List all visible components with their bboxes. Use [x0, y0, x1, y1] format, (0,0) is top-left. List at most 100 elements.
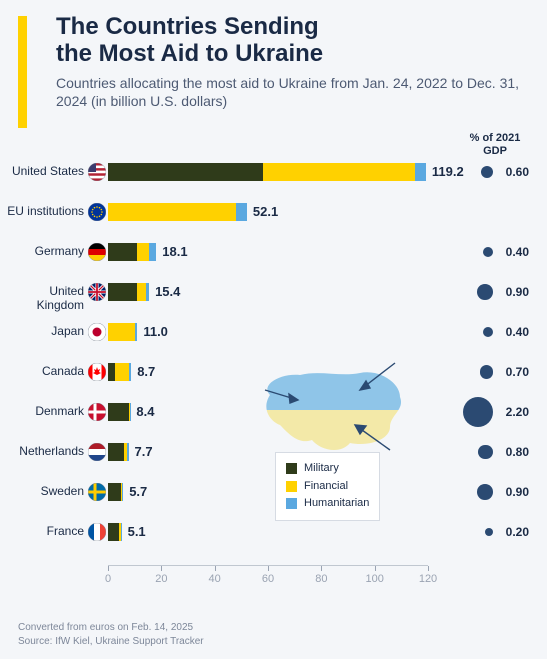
stacked-bar [108, 323, 137, 341]
gdp-value: 2.20 [499, 405, 529, 419]
bar-segment-humanitarian [130, 403, 131, 421]
chart-row: United Kingdom 15.4 [0, 275, 440, 315]
gdp-value: 0.90 [499, 285, 529, 299]
bar-segment-financial [108, 203, 236, 221]
x-tick-mark [215, 566, 216, 571]
legend-swatch [286, 498, 297, 509]
x-tick-label: 40 [209, 573, 221, 585]
stacked-bar [108, 363, 131, 381]
x-tick-mark [428, 566, 429, 571]
bar-total-value: 11.0 [143, 324, 168, 339]
bar-segment-military [108, 243, 137, 261]
gdp-dot [478, 445, 493, 460]
bar-segment-military [108, 283, 137, 301]
gdp-dot [481, 166, 493, 178]
bar-total-value: 8.7 [137, 364, 155, 379]
bar-segment-humanitarian [149, 243, 156, 261]
gdp-dot [463, 397, 493, 427]
legend-label: Financial [304, 478, 348, 496]
gdp-value: 0.40 [499, 325, 529, 339]
title-line-1: The Countries Sending [56, 13, 319, 40]
country-label: United States [0, 165, 84, 179]
gdp-value: 0.70 [499, 365, 529, 379]
x-tick-mark [321, 566, 322, 571]
stacked-bar [108, 283, 149, 301]
stacked-bar [108, 523, 122, 541]
country-label: United Kingdom [0, 285, 84, 313]
gdp-row: 0.90 [461, 275, 529, 309]
bar-total-value: 5.7 [129, 484, 147, 499]
flag-icon [88, 163, 106, 181]
chart-row: Germany 18.1 [0, 235, 440, 275]
legend-label: Military [304, 460, 339, 478]
flag-icon [88, 283, 106, 301]
gdp-row: 0.20 [461, 515, 529, 549]
flag-icon [88, 483, 106, 501]
bar-segment-financial [137, 283, 146, 301]
gdp-value: 0.80 [499, 445, 529, 459]
gdp-row: 0.40 [461, 235, 529, 269]
stacked-bar [108, 163, 426, 181]
chart-subtitle: Countries allocating the most aid to Ukr… [56, 74, 529, 110]
title-line-2: the Most Aid to Ukraine [56, 40, 323, 67]
x-tick-label: 100 [365, 573, 383, 585]
gdp-row: 0.70 [461, 355, 529, 389]
gdp-dot [485, 528, 493, 536]
x-tick-mark [161, 566, 162, 571]
bar-segment-humanitarian [122, 483, 123, 501]
chart-footer: Converted from euros on Feb. 14, 2025 So… [18, 621, 204, 649]
gdp-dot [483, 247, 493, 257]
bar-segment-military [108, 163, 263, 181]
gdp-row: 0.40 [461, 315, 529, 349]
footer-source: Source: IfW Kiel, Ukraine Support Tracke… [18, 635, 204, 649]
bar-total-value: 15.4 [155, 284, 180, 299]
gdp-dot [483, 327, 493, 337]
country-label: Denmark [0, 405, 84, 419]
gdp-row: 2.20 [461, 395, 529, 429]
gdp-dot [477, 484, 493, 500]
bar-segment-humanitarian [415, 163, 426, 181]
gdp-value: 0.40 [499, 245, 529, 259]
bar-total-value: 52.1 [253, 204, 278, 219]
stacked-bar [108, 403, 130, 421]
country-label: Germany [0, 245, 84, 259]
gdp-dot [477, 284, 493, 300]
chart-row: United States119.2 [0, 155, 440, 195]
bar-segment-financial [115, 363, 130, 381]
flag-icon [88, 443, 106, 461]
flag-icon [88, 523, 106, 541]
bar-segment-military [108, 443, 124, 461]
chart-row: Japan 11.0 [0, 315, 440, 355]
country-label: Japan [0, 325, 84, 339]
country-label: Canada [0, 365, 84, 379]
gdp-row: 0.60 [461, 155, 529, 189]
bar-segment-humanitarian [127, 443, 129, 461]
x-tick-label: 120 [419, 573, 437, 585]
bar-total-value: 7.7 [135, 444, 153, 459]
bar-total-value: 18.1 [162, 244, 187, 259]
stacked-bar [108, 203, 247, 221]
flag-icon [88, 323, 106, 341]
bar-segment-humanitarian [135, 323, 138, 341]
legend-swatch [286, 463, 297, 474]
bar-segment-financial [137, 243, 149, 261]
gdp-value: 0.60 [499, 165, 529, 179]
gdp-column: 0.60 0.40 0.90 0.40 0.70 2.20 0.80 0.90 0.20 [461, 155, 529, 585]
gdp-row: 0.80 [461, 435, 529, 469]
legend-swatch [286, 481, 297, 492]
gdp-column-header: % of 2021 GDP [461, 132, 529, 157]
flag-icon [88, 203, 106, 221]
flag-icon [88, 403, 106, 421]
x-tick-label: 0 [105, 573, 111, 585]
x-tick-mark [108, 566, 109, 571]
legend: MilitaryFinancialHumanitarian [275, 452, 380, 521]
bar-segment-military [108, 483, 121, 501]
gdp-value: 0.90 [499, 485, 529, 499]
stacked-bar [108, 483, 123, 501]
x-tick-mark [375, 566, 376, 571]
stacked-bar [108, 243, 156, 261]
chart-row: EU institutions52.1 [0, 195, 440, 235]
legend-item: Military [286, 460, 369, 478]
country-label: Netherlands [0, 445, 84, 459]
country-label: France [0, 525, 84, 539]
